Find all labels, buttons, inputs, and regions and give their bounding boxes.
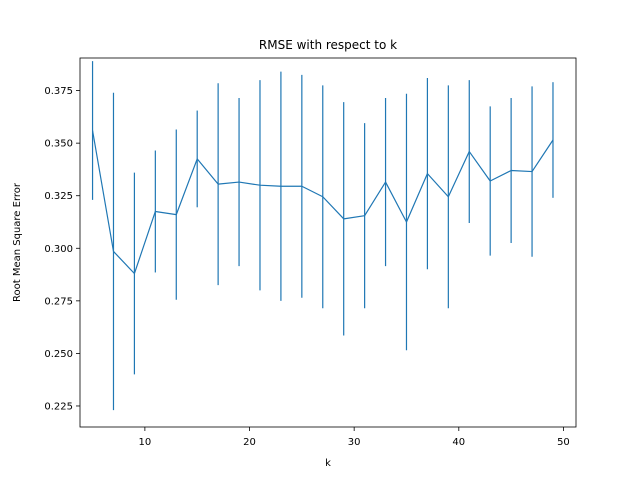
y-tick-label: 0.300 [44, 244, 73, 255]
x-tick-label: 30 [348, 437, 361, 448]
y-tick-label: 0.275 [44, 296, 73, 307]
plot-marks [91, 61, 554, 411]
x-tick-label: 40 [452, 437, 465, 448]
y-axis-ticks: 0.225 0.250 0.275 0.300 0.325 0.350 0.375 [44, 86, 80, 412]
axes-frame [79, 57, 577, 428]
x-tick-label: 50 [557, 437, 570, 448]
rmse-series-line [91, 130, 554, 275]
x-axis-label: k [325, 458, 331, 469]
chart-title: RMSE with respect to k [259, 38, 397, 52]
y-tick-label: 0.225 [44, 401, 73, 412]
x-tick-label: 20 [243, 437, 256, 448]
y-tick-label: 0.325 [44, 191, 73, 202]
y-axis-label: Root Mean Square Error [12, 182, 23, 302]
y-tick-label: 0.250 [44, 349, 73, 360]
x-tick-label: 10 [139, 437, 152, 448]
x-axis-ticks: 10 20 30 40 50 [139, 427, 570, 448]
y-tick-label: 0.350 [44, 139, 73, 150]
y-tick-label: 0.375 [44, 86, 73, 97]
